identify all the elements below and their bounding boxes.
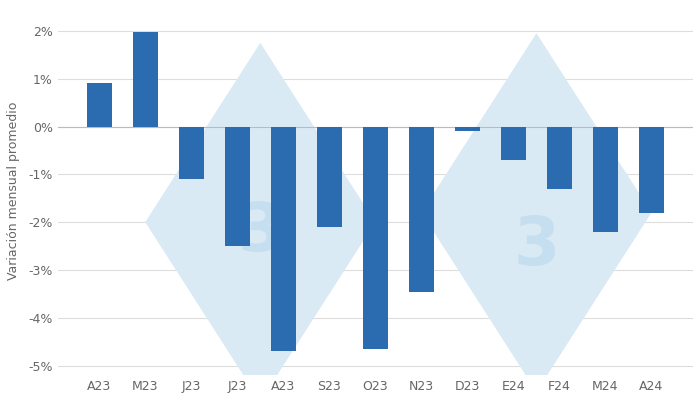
Bar — [225, 126, 250, 246]
Text: 3: 3 — [237, 199, 284, 265]
Bar — [87, 84, 112, 126]
Bar — [132, 32, 158, 126]
Bar — [500, 126, 526, 160]
Bar — [316, 126, 342, 227]
Bar — [363, 126, 388, 349]
Text: 3: 3 — [513, 213, 559, 279]
Bar — [547, 126, 572, 189]
Bar — [593, 126, 618, 232]
Polygon shape — [145, 43, 375, 400]
Bar — [639, 126, 664, 212]
Y-axis label: Variación mensual promedio: Variación mensual promedio — [7, 102, 20, 280]
Bar — [178, 126, 204, 179]
Bar — [409, 126, 434, 292]
Polygon shape — [421, 33, 652, 392]
Bar — [455, 126, 480, 131]
Bar — [271, 126, 296, 351]
